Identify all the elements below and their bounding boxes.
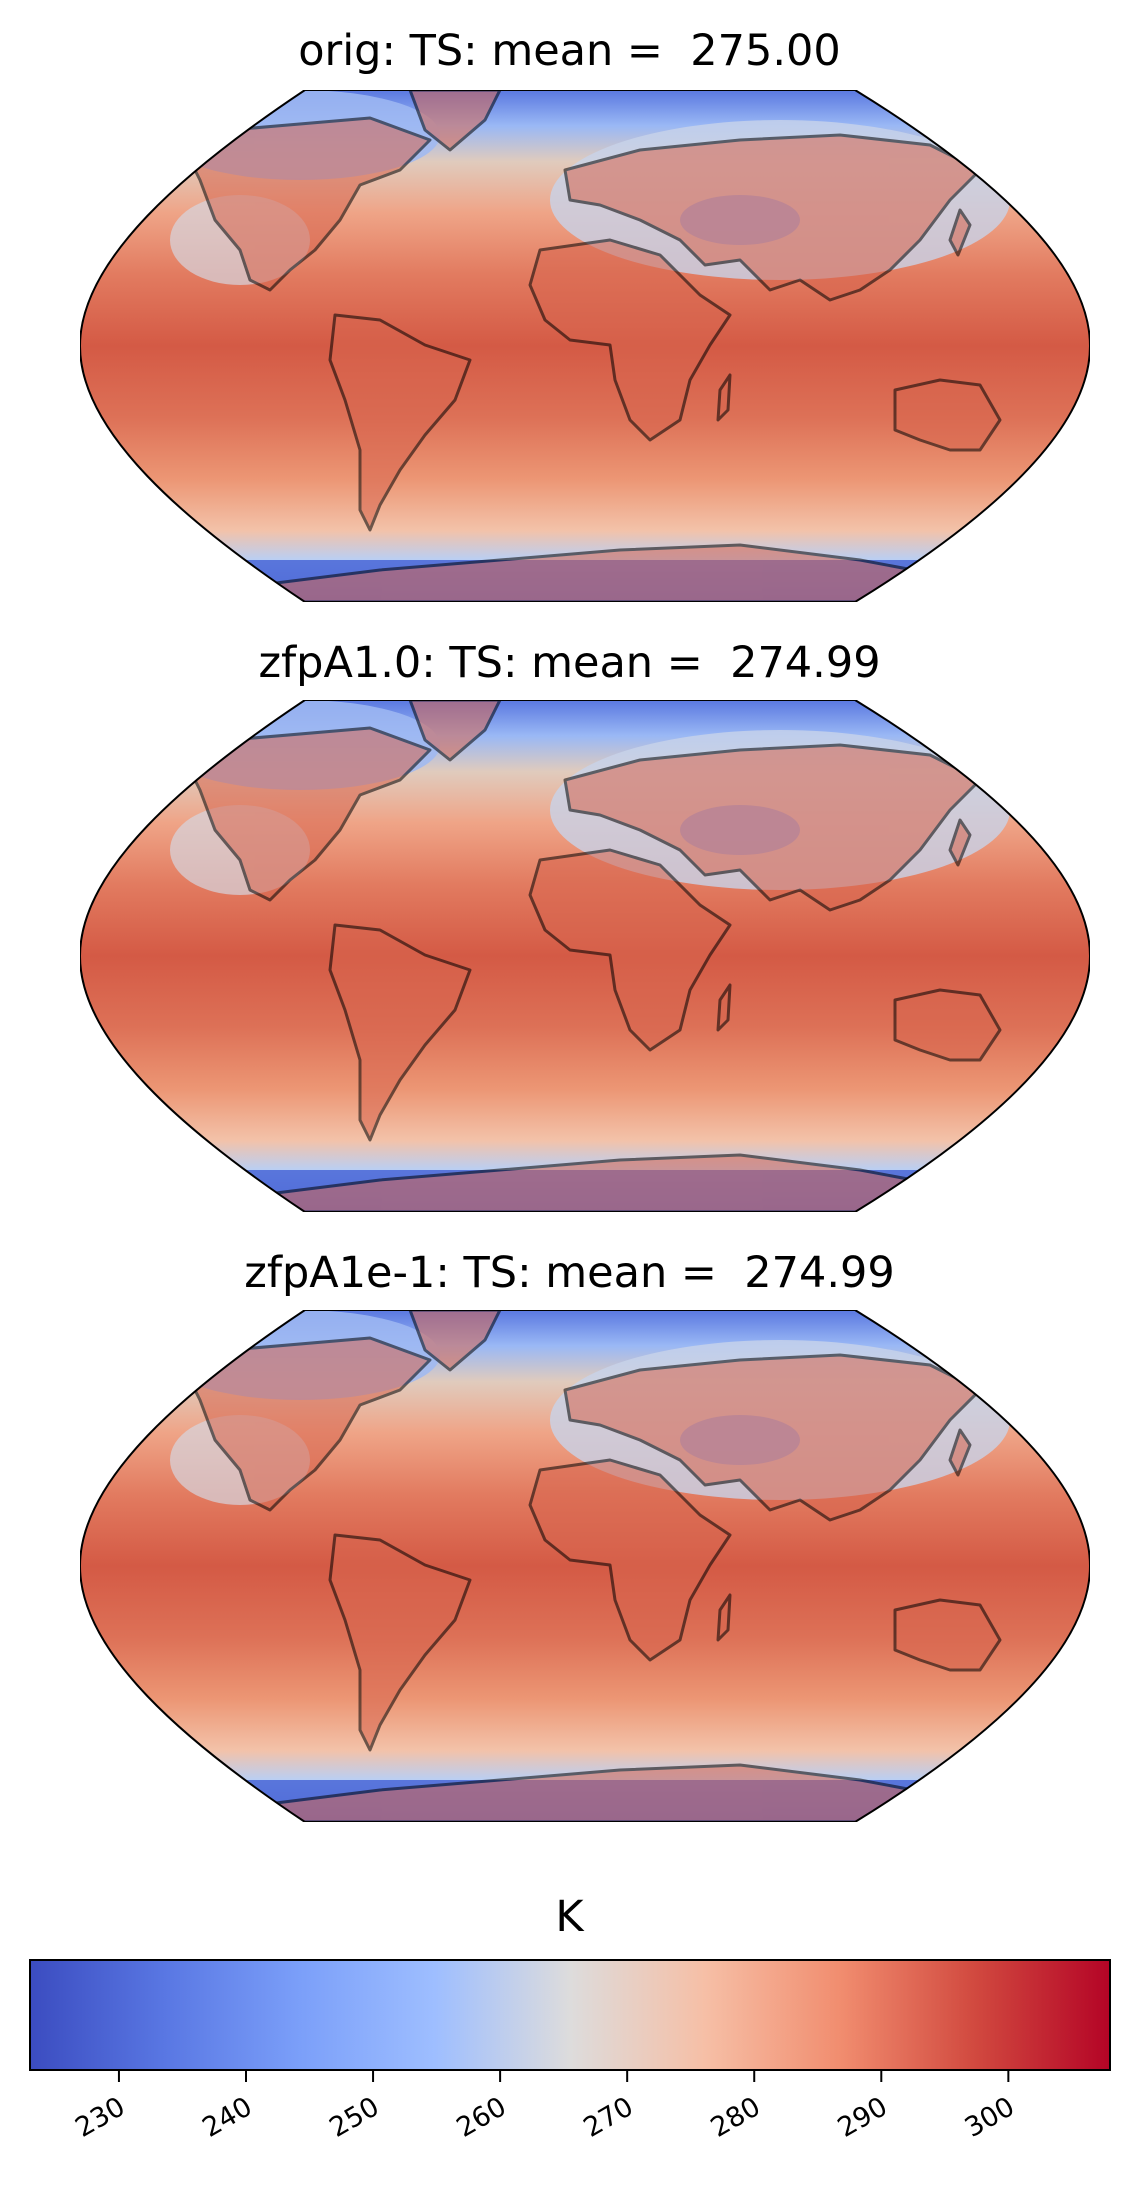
colorbar-tick-label: 240 (197, 2091, 257, 2144)
colorbar: 230 240 250 260 270 280 290 300 (29, 1959, 1111, 2144)
colorbar-bar (29, 1959, 1111, 2071)
colorbar-tick-label: 300 (960, 2091, 1020, 2144)
colorbar-tick-label: 290 (833, 2091, 893, 2144)
map-zfpA1.0 (80, 700, 1090, 1212)
colorbar-tick-label: 260 (451, 2091, 511, 2144)
colorbar-ticks: 230 240 250 260 270 280 290 300 (70, 2070, 1020, 2144)
colorbar-tick-label: 250 (324, 2091, 384, 2144)
colorbar-tick-label: 230 (70, 2091, 130, 2144)
colorbar-tick-label: 280 (706, 2091, 766, 2144)
map-zfpA1e-1 (80, 1310, 1090, 1822)
map-title-zfpA1.0: zfpA1.0: TS: mean = 274.99 (258, 638, 881, 688)
map-title-zfpA1e-1: zfpA1e-1: TS: mean = 274.99 (244, 1248, 895, 1298)
map-orig (80, 90, 1090, 602)
colorbar-label: K (555, 1892, 584, 1942)
colorbar-tick-label: 270 (579, 2091, 639, 2144)
map-title-orig: orig: TS: mean = 275.00 (298, 26, 841, 76)
